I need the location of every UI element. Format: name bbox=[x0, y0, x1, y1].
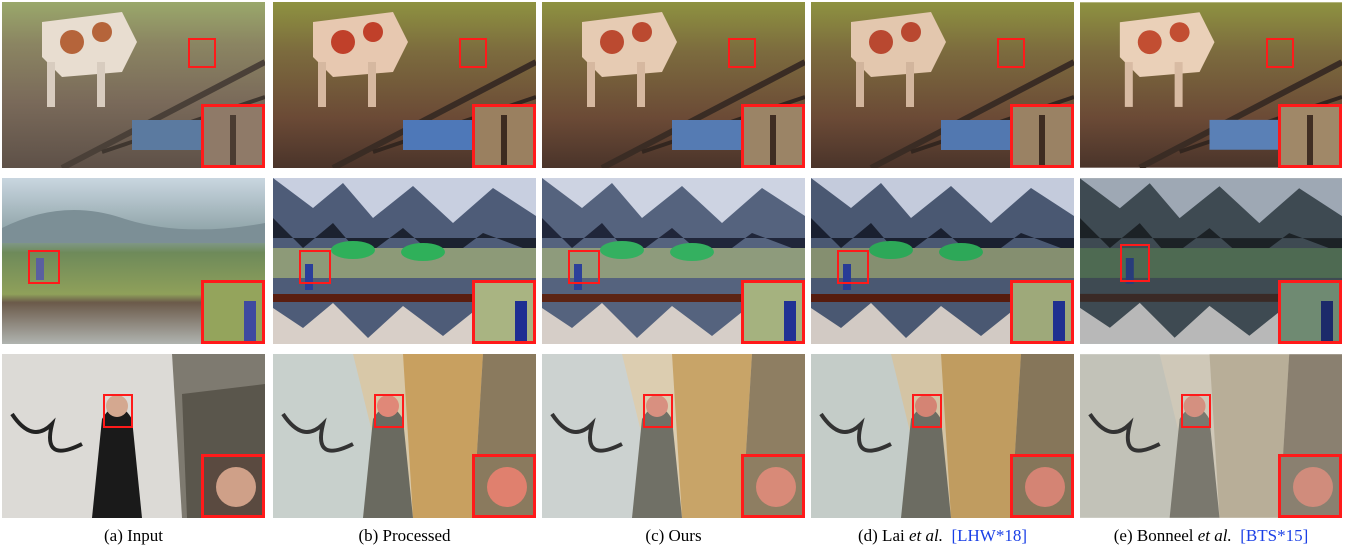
zoom-inset bbox=[1278, 104, 1342, 168]
row2-bonneel-image bbox=[1080, 178, 1342, 344]
zoom-region-marker bbox=[1181, 394, 1211, 428]
zoom-region-marker bbox=[28, 250, 60, 284]
row3-input-image bbox=[2, 354, 265, 518]
row2-ours-image bbox=[542, 178, 805, 344]
zoom-inset bbox=[1010, 454, 1074, 518]
zoom-region-marker bbox=[459, 38, 487, 68]
caption-text: (e) Bonneel bbox=[1113, 526, 1198, 545]
row2-input-image bbox=[2, 178, 265, 344]
row3-processed-image bbox=[273, 354, 536, 518]
caption-text: (c) Ours bbox=[645, 526, 702, 545]
zoom-inset bbox=[201, 280, 265, 344]
caption-text: (a) Input bbox=[103, 526, 163, 545]
zoom-inset bbox=[741, 280, 805, 344]
zoom-inset bbox=[741, 454, 805, 518]
zoom-region-marker bbox=[374, 394, 404, 428]
citation-link[interactable]: [LHW*18] bbox=[951, 526, 1027, 545]
zoom-inset bbox=[1278, 280, 1342, 344]
zoom-region-marker bbox=[912, 394, 942, 428]
row1-ours-image bbox=[542, 2, 805, 168]
row1-lai-image bbox=[811, 2, 1074, 168]
caption-et-al: et al. bbox=[908, 526, 943, 545]
caption-bonneel: (e) Bonneel et al. [BTS*15] bbox=[1080, 526, 1342, 546]
zoom-region-marker bbox=[728, 38, 756, 68]
caption-et-al: et al. bbox=[1197, 526, 1232, 545]
caption-text: (d) Lai bbox=[857, 526, 909, 545]
row1-processed-image bbox=[273, 2, 536, 168]
row2-processed-image bbox=[273, 178, 536, 344]
zoom-region-marker bbox=[299, 250, 331, 284]
row1-bonneel-image bbox=[1080, 2, 1342, 168]
zoom-inset bbox=[472, 104, 536, 168]
zoom-region-marker bbox=[997, 38, 1025, 68]
row3-ours-image bbox=[542, 354, 805, 518]
zoom-region-marker bbox=[568, 250, 600, 284]
zoom-inset bbox=[472, 280, 536, 344]
caption-input: (a) Input bbox=[2, 526, 265, 546]
zoom-region-marker bbox=[643, 394, 673, 428]
row3-bonneel-image bbox=[1080, 354, 1342, 518]
zoom-region-marker bbox=[837, 250, 869, 284]
zoom-region-marker bbox=[188, 38, 216, 68]
row1-input-image bbox=[2, 2, 265, 168]
caption-ours: (c) Ours bbox=[542, 526, 805, 546]
citation-link[interactable]: [BTS*15] bbox=[1240, 526, 1309, 545]
caption-processed: (b) Processed bbox=[273, 526, 536, 546]
zoom-region-marker bbox=[1266, 38, 1294, 68]
zoom-inset bbox=[472, 454, 536, 518]
zoom-inset bbox=[201, 454, 265, 518]
zoom-inset bbox=[1278, 454, 1342, 518]
caption-lai: (d) Lai et al. [LHW*18] bbox=[811, 526, 1074, 546]
zoom-inset bbox=[1010, 104, 1074, 168]
row3-lai-image bbox=[811, 354, 1074, 518]
row2-lai-image bbox=[811, 178, 1074, 344]
zoom-inset bbox=[201, 104, 265, 168]
zoom-inset bbox=[741, 104, 805, 168]
caption-text: (b) Processed bbox=[358, 526, 451, 545]
zoom-inset bbox=[1010, 280, 1074, 344]
zoom-region-marker bbox=[1120, 244, 1150, 282]
zoom-region-marker bbox=[103, 394, 133, 428]
